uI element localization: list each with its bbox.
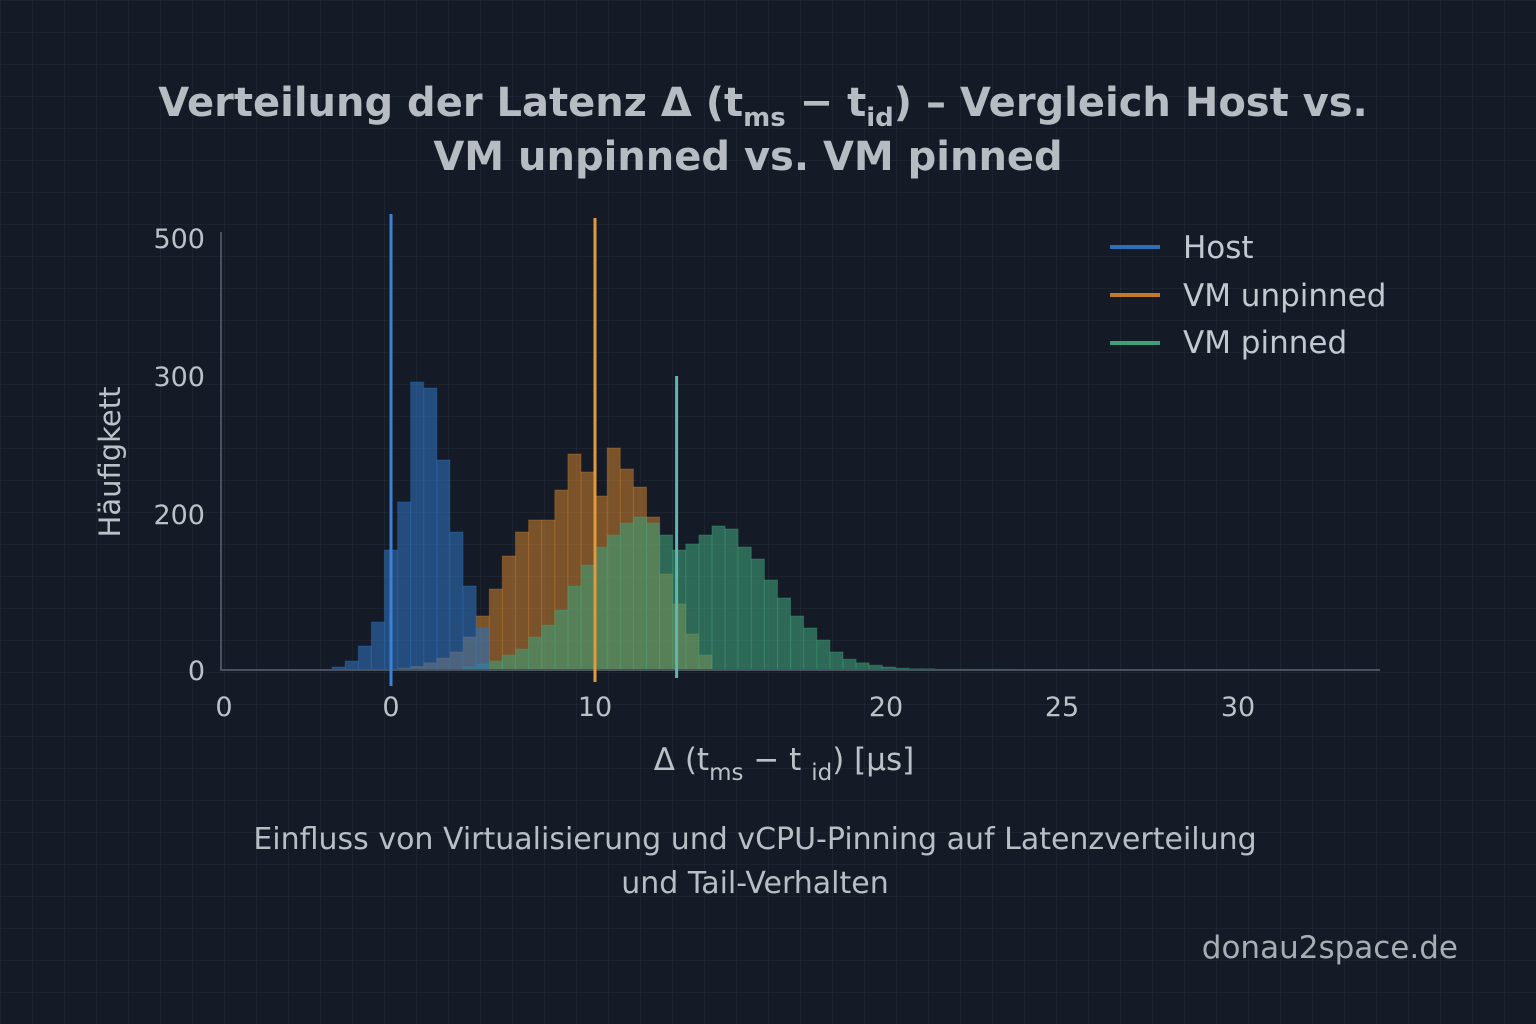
median-markers (389, 214, 679, 686)
bar-host (436, 459, 451, 671)
caption-line-1: Einfluss von Virtualisierung und vCPU-Pi… (253, 822, 1257, 857)
x-axis-label: Δ (tms − t id) [μs] (654, 742, 914, 786)
bar-vm-pinned (816, 639, 831, 671)
histogram-bars (331, 381, 1014, 671)
bar-host (410, 381, 425, 671)
bar-vm-pinned (567, 585, 582, 671)
bar-vm-pinned (724, 528, 739, 671)
bar-vm-pinned (606, 534, 621, 671)
bar-vm-pinned (646, 522, 661, 671)
x-tick-label: 0 (382, 692, 399, 723)
bar-host (397, 501, 412, 671)
bar-vm-unpinned (501, 555, 516, 671)
bar-vm-pinned (829, 651, 844, 671)
legend-label-vm-unpinned: VM unpinned (1183, 278, 1386, 314)
bar-vm-pinned (632, 516, 648, 671)
bar-host (423, 387, 438, 671)
y-tick-label: 200 (153, 500, 205, 531)
x-tick-label: 20 (869, 692, 903, 723)
bar-host (462, 585, 477, 671)
bar-vm-pinned (763, 579, 779, 671)
bar-vm-pinned (685, 543, 700, 671)
legend-label-host: Host (1183, 230, 1254, 266)
x-ticks: 0 0 10 20 25 30 (215, 692, 1255, 723)
caption-line-2: und Tail-Verhalten (621, 866, 889, 901)
bar-vm-pinned (515, 648, 530, 671)
y-ticks: 500 300 200 0 (153, 224, 205, 687)
bar-vm-pinned (580, 564, 595, 671)
x-tick-label: 10 (578, 692, 612, 723)
bar-vm-unpinned (488, 588, 503, 671)
legend: Host VM unpinned VM pinned (1110, 230, 1386, 361)
bar-host (357, 645, 372, 671)
axes (220, 232, 1380, 671)
y-tick-label: 0 (188, 656, 205, 687)
chart-title-line1: Verteilung der Latenz Δ (tms − tid) – Ve… (158, 80, 1367, 133)
bar-vm-pinned (737, 546, 752, 671)
y-axis-label: Häufigkett (93, 387, 127, 538)
bar-vm-pinned (541, 624, 556, 671)
bar-vm-pinned (855, 662, 870, 671)
bar-vm-pinned (672, 549, 687, 671)
bar-vm-pinned (750, 558, 765, 671)
bar-vm-pinned (698, 534, 713, 671)
bar-vm-pinned (711, 525, 726, 671)
bar-vm-pinned (790, 615, 805, 671)
chart-caption: Einfluss von Virtualisierung und vCPU-Pi… (200, 818, 1310, 906)
x-tick-label: 30 (1221, 692, 1255, 723)
x-tick-label: 0 (215, 692, 232, 723)
bar-vm-pinned (619, 522, 634, 671)
bar-vm-pinned (554, 609, 569, 671)
bar-vm-pinned (659, 534, 674, 671)
x-tick-label: 25 (1045, 692, 1079, 723)
bar-host (475, 627, 490, 671)
bar-vm-pinned (501, 654, 516, 671)
bar-vm-pinned (803, 627, 818, 671)
bar-host (449, 531, 464, 671)
y-tick-label: 300 (153, 362, 205, 393)
watermark: donau2space.de (1201, 930, 1458, 966)
bar-host (344, 660, 359, 671)
bar-vm-pinned (528, 636, 543, 671)
bar-host (370, 621, 385, 671)
legend-label-vm-pinned: VM pinned (1183, 325, 1347, 361)
bar-vm-pinned (488, 660, 503, 671)
bar-vm-pinned (777, 597, 792, 671)
chart-title-line2: VM unpinned vs. VM pinned (433, 134, 1062, 180)
y-tick-label: 500 (153, 224, 205, 255)
bar-vm-pinned (842, 658, 857, 671)
